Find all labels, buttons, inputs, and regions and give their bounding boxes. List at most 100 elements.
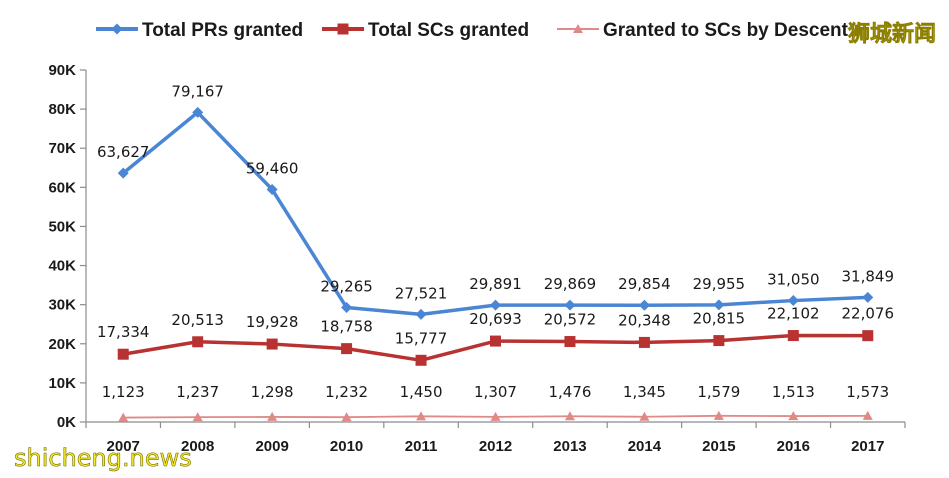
data-point-s1 [564,336,576,348]
data-point-s2 [713,410,724,420]
data-label-s0: 63,627 [97,143,150,161]
data-point-s2 [192,412,203,422]
data-point-s0 [117,167,129,179]
data-label-s1: 20,693 [469,310,522,328]
data-point-s2 [416,411,427,421]
x-tick-label: 2010 [330,438,363,455]
data-point-s0 [341,302,353,314]
x-tick-label: 2016 [777,438,810,455]
y-tick-label: 80K [48,101,76,118]
y-tick-label: 0K [57,414,76,431]
legend-item-1: Total SCs granted [368,20,529,41]
x-tick-label: 2013 [553,438,586,455]
x-tick-label: 2009 [255,438,288,455]
x-tick-label: 2011 [405,438,438,455]
y-tick-label: 20K [48,336,76,353]
data-point-s0 [638,299,650,311]
data-label-s0: 27,521 [395,284,448,302]
chart-axes: 0K 10K 20K 30K 40K 50K 60K 70K 80K 90K 2007 2008 200… [48,62,906,455]
data-label-s0: 31,849 [842,267,895,285]
x-tick-label: 2014 [628,438,662,455]
data-label-s1: 15,777 [395,329,448,347]
data-label-s2: 1,298 [251,383,294,401]
data-label-s1: 20,348 [618,311,671,329]
data-label-s0: 79,167 [171,82,224,100]
data-point-s2 [341,412,352,422]
x-tick-label: 2008 [181,438,214,455]
data-point-s0 [415,308,427,320]
data-label-s0: 29,891 [469,275,522,293]
data-point-s1 [192,336,204,348]
data-point-s2 [788,411,799,421]
data-point-s1 [266,338,278,350]
data-label-s2: 1,513 [772,383,815,401]
data-point-s0 [266,183,278,195]
data-label-s0: 31,050 [767,271,820,289]
x-tick-label: 2017 [851,438,884,455]
legend-swatch-marker-1 [337,23,349,35]
data-point-s0 [564,299,576,311]
data-label-s2: 1,573 [846,383,889,401]
data-label-s1: 22,102 [767,305,820,323]
data-label-s0: 29,265 [320,278,373,296]
data-point-s0 [787,295,799,307]
data-label-s1: 19,928 [246,313,299,331]
data-point-s2 [862,410,873,420]
data-point-s2 [267,411,278,421]
chart-data-labels: 63,627 79,167 59,460 29,265 27,521 29,891 29,8… [97,82,894,401]
data-point-s2 [639,411,650,421]
data-label-s1: 20,513 [171,311,224,329]
data-point-s1 [713,335,725,347]
data-label-s1: 20,572 [544,311,597,329]
legend-item-2: Granted to SCs by Descent [603,20,849,41]
data-label-s2: 1,123 [102,383,145,401]
data-point-s1 [341,343,353,355]
chart-legend: Total PRs granted Total SCs granted Grante… [96,20,849,41]
data-point-s2 [118,412,129,422]
data-point-s1 [862,330,874,342]
data-point-s1 [638,336,650,348]
data-label-s1: 22,076 [842,305,895,323]
legend-item-0: Total PRs granted [142,20,303,41]
data-label-s2: 1,345 [623,383,666,401]
watermark-top-right: 狮城新闻 [848,21,936,47]
data-point-s1 [787,330,799,342]
data-point-s2 [490,411,501,421]
y-tick-label: 30K [48,297,76,314]
data-label-s2: 1,307 [474,383,517,401]
data-label-s1: 18,758 [320,318,373,336]
legend-swatch-marker-2 [573,24,583,33]
data-point-s0 [862,291,874,303]
x-tick-label: 2015 [702,438,735,455]
data-label-s2: 1,450 [400,383,443,401]
y-tick-label: 70K [48,140,76,157]
data-point-s1 [117,348,129,360]
data-label-s0: 59,460 [246,159,299,177]
y-tick-label: 10K [48,375,76,392]
data-label-s0: 29,955 [693,275,746,293]
data-label-s2: 1,237 [176,383,219,401]
chart-series [117,106,874,422]
data-label-s0: 29,854 [618,275,671,293]
data-point-s1 [415,354,427,366]
watermark-bottom-left: shicheng.news [14,444,192,472]
y-tick-label: 90K [48,62,76,79]
x-tick-label: 2012 [479,438,512,455]
y-tick-label: 60K [48,179,76,196]
data-label-s1: 20,815 [693,310,746,328]
data-point-s0 [713,299,725,311]
data-label-s2: 1,579 [697,383,740,401]
watermarks: 狮城新闻 shicheng.news [14,21,937,473]
legend-swatch-marker-0 [111,23,123,35]
data-point-s2 [564,411,575,421]
y-tick-label: 40K [48,258,76,275]
y-tick-label: 50K [48,218,76,235]
data-point-s0 [490,299,501,311]
data-label-s2: 1,476 [548,383,591,401]
x-tick-label: 2007 [107,438,140,455]
data-label-s2: 1,232 [325,383,368,401]
data-point-s1 [490,335,501,347]
data-label-s0: 29,869 [544,275,597,293]
data-point-s0 [192,106,204,118]
